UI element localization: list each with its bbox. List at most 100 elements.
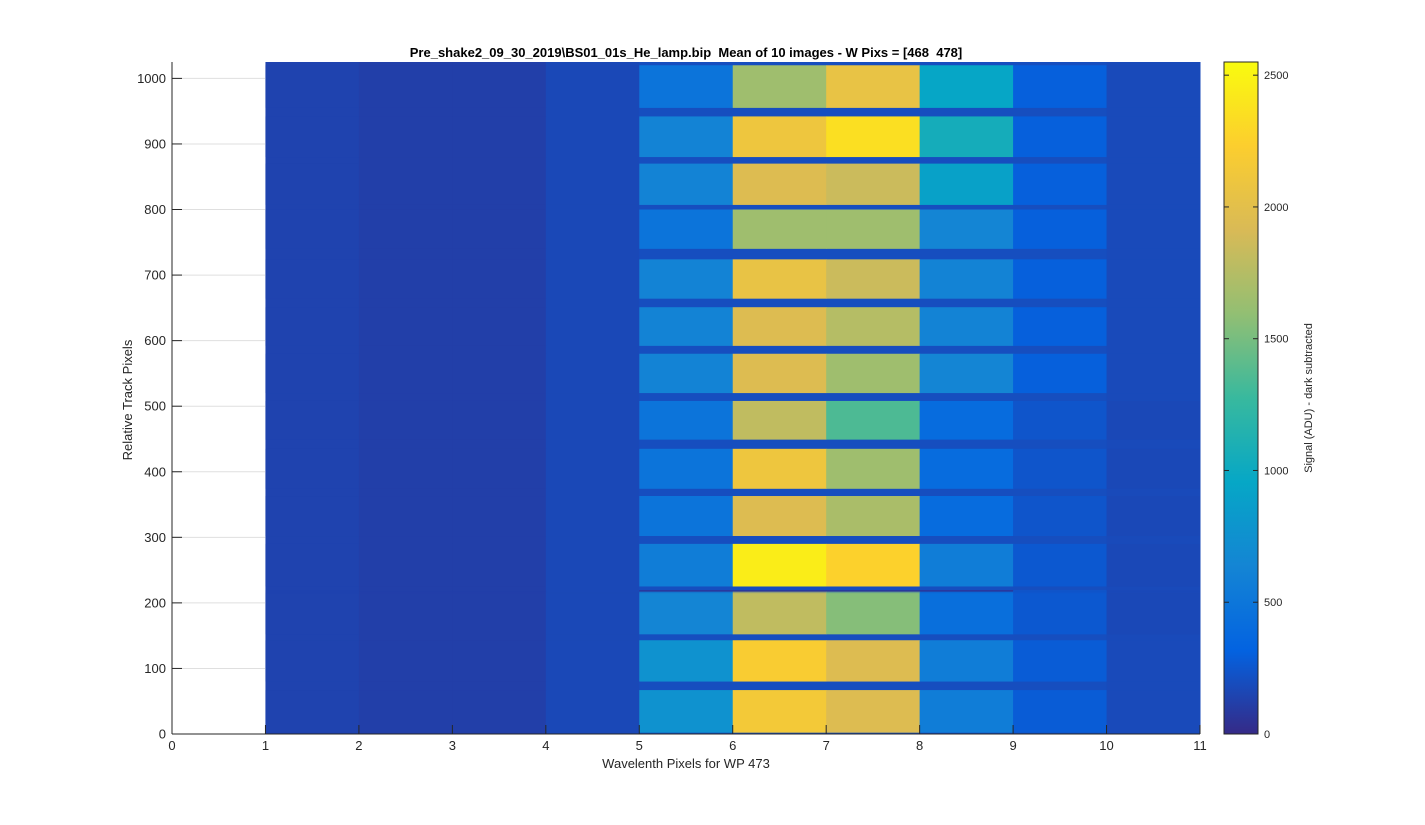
heatmap-cell-t11-c1 <box>265 307 360 346</box>
y-tick-label-800: 800 <box>144 202 166 217</box>
heatmap-cell-t9-c3 <box>452 400 547 440</box>
heatmap-cell-t14-c4 <box>545 163 640 205</box>
heatmap-cell-t10-c8 <box>919 353 1014 394</box>
x-axis-label: Wavelenth Pixels for WP 473 <box>602 756 770 771</box>
heatmap-cell-t14-c5 <box>639 163 734 205</box>
heatmap-cell-t2-c8 <box>919 640 1014 682</box>
heatmap-cell-t12-c8 <box>919 259 1014 299</box>
heatmap-cell-t10-c6 <box>732 353 827 394</box>
heatmap-cell-t4-c6 <box>732 590 827 592</box>
chart-title: Pre_shake2_09_30_2019\BS01_01s_He_lamp.b… <box>410 45 962 60</box>
heatmap-cell-t16-c5 <box>639 65 734 108</box>
heatmap-cell-t4-c4 <box>545 590 640 592</box>
heatmap-cell-t6-c6 <box>732 543 827 587</box>
heatmap-cell-t13-c3 <box>452 209 547 249</box>
x-tick-label-11: 11 <box>1193 738 1207 753</box>
colorbar-tick-label-2000: 2000 <box>1264 202 1288 214</box>
heatmap-cell-t7-c7 <box>826 496 921 537</box>
heatmap-cell-t12-c4 <box>545 259 640 299</box>
x-tick-label-6: 6 <box>729 738 736 753</box>
heatmap <box>265 62 1201 734</box>
heatmap-cell-t1-c10 <box>1106 690 1201 733</box>
heatmap-cell-t8-c3 <box>452 448 547 489</box>
heatmap-cell-t7-c6 <box>732 496 827 537</box>
heatmap-cell-t1-c3 <box>452 690 547 733</box>
x-tick-label-10: 10 <box>1099 738 1113 753</box>
x-tick-label-0: 0 <box>168 738 175 753</box>
heatmap-cell-t13-c7 <box>826 209 921 249</box>
heatmap-cell-t4-c10 <box>1106 590 1201 592</box>
x-tick-label-1: 1 <box>262 738 269 753</box>
heatmap-cell-t3-c9 <box>1013 591 1108 593</box>
heatmap-cell-t11-c5 <box>639 307 734 346</box>
heatmap-cell-t2-c5 <box>639 640 734 682</box>
colorbar-tick-label-1000: 1000 <box>1264 465 1288 477</box>
heatmap-cell-t10-c4 <box>545 353 640 394</box>
y-axis-label: Relative Track Pixels <box>120 339 135 460</box>
heatmap-cell-t12-c9 <box>1013 259 1108 299</box>
heatmap-cell-t15-c10 <box>1106 116 1201 158</box>
heatmap-cell-t5-c3 <box>452 593 547 635</box>
heatmap-cell-t16-c2 <box>358 65 453 108</box>
heatmap-cell-t7-c9 <box>1013 496 1108 537</box>
heatmap-cell-t13-c9 <box>1013 209 1108 249</box>
heatmap-cell-t14-c1 <box>265 163 360 205</box>
heatmap-cell-t6-c2 <box>358 543 453 587</box>
y-tick-label-700: 700 <box>144 268 166 283</box>
y-tick-label-1000: 1000 <box>137 71 166 86</box>
heatmap-cell-t3-c10 <box>1106 591 1201 593</box>
heatmap-cell-t7-c2 <box>358 496 453 537</box>
y-tick-label-300: 300 <box>144 530 166 545</box>
heatmap-cell-t5-c9 <box>1013 593 1108 635</box>
heatmap-cell-t11-c3 <box>452 307 547 346</box>
heatmap-cell-t6-c5 <box>639 543 734 587</box>
heatmap-cell-t6-c10 <box>1106 543 1201 587</box>
heatmap-cell-t15-c8 <box>919 116 1014 158</box>
colorbar-gradient <box>1223 61 1259 735</box>
heatmap-cell-t10-c2 <box>358 353 453 394</box>
heatmap-cell-t5-c8 <box>919 593 1014 635</box>
heatmap-cell-t4-c9 <box>1013 590 1108 592</box>
heatmap-cell-t7-c8 <box>919 496 1014 537</box>
heatmap-cell-t15-c2 <box>358 116 453 158</box>
heatmap-cell-t6-c4 <box>545 543 640 587</box>
heatmap-cell-t10-c5 <box>639 353 734 394</box>
y-tick-label-500: 500 <box>144 399 166 414</box>
heatmap-cell-t15-c5 <box>639 116 734 158</box>
heatmap-cell-t14-c9 <box>1013 163 1108 205</box>
heatmap-cell-t9-c2 <box>358 400 453 440</box>
heatmap-cell-t9-c10 <box>1106 400 1201 440</box>
heatmap-cell-t8-c7 <box>826 448 921 489</box>
x-tick-label-4: 4 <box>542 738 549 753</box>
heatmap-cell-t12-c5 <box>639 259 734 299</box>
y-tick-label-600: 600 <box>144 333 166 348</box>
heatmap-cell-t7-c4 <box>545 496 640 537</box>
heatmap-cell-t8-c10 <box>1106 448 1201 489</box>
grid-lines <box>172 77 266 669</box>
heatmap-cell-t12-c1 <box>265 259 360 299</box>
heatmap-cell-t4-c3 <box>452 590 547 592</box>
heatmap-cell-t1-c8 <box>919 690 1014 733</box>
heatmap-cell-t9-c9 <box>1013 400 1108 440</box>
heatmap-cell-t8-c4 <box>545 448 640 489</box>
heatmap-cell-t10-c1 <box>265 353 360 394</box>
heatmap-cell-t11-c9 <box>1013 307 1108 346</box>
y-tick-label-400: 400 <box>144 464 166 479</box>
heatmap-cell-t10-c10 <box>1106 353 1201 394</box>
heatmap-cell-t15-c9 <box>1013 116 1108 158</box>
heatmap-cell-t5-c4 <box>545 593 640 635</box>
heatmap-cell-t14-c7 <box>826 163 921 205</box>
heatmap-cell-t1-c4 <box>545 690 640 733</box>
x-tick-label-5: 5 <box>636 738 643 753</box>
heatmap-cell-t7-c10 <box>1106 496 1201 537</box>
heatmap-cell-t1-c7 <box>826 690 921 733</box>
heatmap-cell-t3-c7 <box>826 591 921 593</box>
heatmap-cell-t9-c7 <box>826 400 921 440</box>
heatmap-cell-t2-c2 <box>358 640 453 682</box>
heatmap-cell-t9-c5 <box>639 400 734 440</box>
heatmap-cell-t8-c6 <box>732 448 827 489</box>
heatmap-cell-t16-c10 <box>1106 65 1201 108</box>
heatmap-cell-t1-c9 <box>1013 690 1108 733</box>
heatmap-cell-t16-c9 <box>1013 65 1108 108</box>
heatmap-cell-t2-c9 <box>1013 640 1108 682</box>
